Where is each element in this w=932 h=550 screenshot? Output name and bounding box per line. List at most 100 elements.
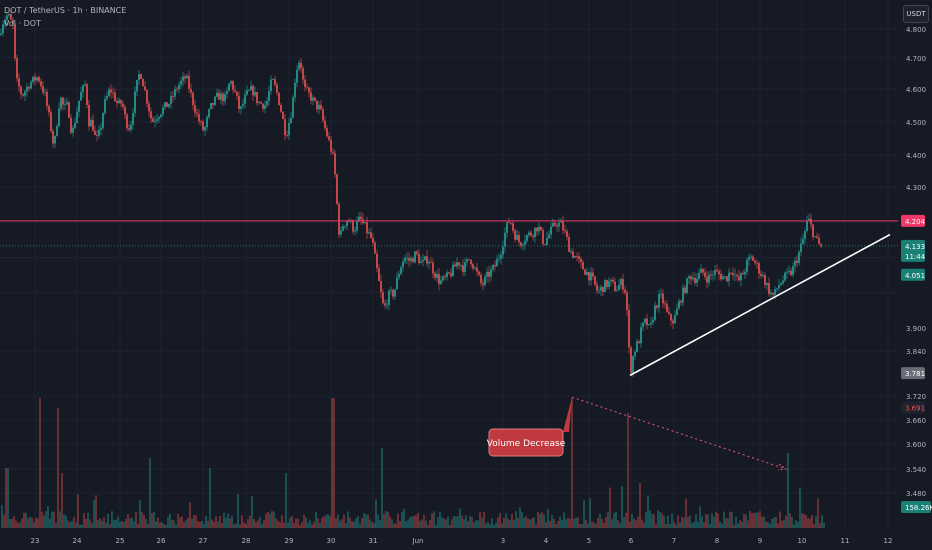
candle-body [508, 222, 510, 224]
candle-body [110, 89, 112, 93]
volume-bar [575, 517, 577, 528]
candle-body [570, 251, 572, 253]
candle-body [600, 286, 602, 291]
volume-bar [437, 517, 439, 528]
candle-body [480, 274, 482, 283]
volume-bar [5, 468, 7, 528]
candle-body [108, 89, 110, 97]
volume-bar [153, 511, 155, 528]
volume-bar [791, 516, 793, 528]
candle-body [536, 227, 538, 232]
volume-bar [9, 519, 11, 528]
volume-bar [187, 517, 189, 528]
price-tag-countdown: 11:44 [905, 253, 926, 261]
candle-body [556, 225, 558, 227]
volume-bar [807, 518, 809, 528]
candle-body [636, 341, 638, 353]
volume-bar [197, 521, 199, 528]
volume-bar [169, 513, 171, 528]
volume-bar [587, 523, 589, 528]
volume-bar [303, 514, 305, 528]
price-axis[interactable]: 4.800 4.700 4.600 4.500 4.400 4.300 3.900 3.840… [906, 26, 926, 498]
candle-body [398, 274, 400, 278]
time-axis[interactable]: 23 24 25 26 27 28 29 30 31 Jun 3 4 5 6 7 8 9 10 11 12 [31, 537, 893, 545]
candle-body [268, 91, 270, 101]
volume-bar [531, 518, 533, 528]
volume-bar [525, 516, 527, 528]
volume-bar [605, 516, 607, 528]
volume-bar [509, 519, 511, 528]
candle-body [420, 261, 422, 264]
candle-body [134, 91, 136, 114]
volume-bar [315, 511, 317, 528]
volume-bar [95, 495, 97, 528]
candle-body [150, 111, 152, 119]
candle-body [352, 220, 354, 232]
candle-body [76, 111, 78, 123]
candle-body [122, 103, 124, 107]
candle-body [222, 93, 224, 102]
candle-body [672, 320, 674, 324]
candle-body [30, 81, 32, 89]
volume-bar [191, 518, 193, 528]
candle-body [130, 124, 132, 130]
candle-body [196, 112, 198, 115]
volume-bar [353, 521, 355, 528]
volume-bar [135, 511, 137, 528]
candle-body [396, 277, 398, 290]
currency-button[interactable]: USDT [903, 5, 929, 23]
candle-body [548, 234, 550, 239]
candle-body [114, 92, 116, 102]
candle-body [286, 135, 288, 136]
volume-bar [283, 522, 285, 528]
volume-bar [665, 524, 667, 528]
candle-body [172, 95, 174, 97]
volume-decrease-callout[interactable]: Volume Decrease [487, 397, 572, 457]
volume-bar [179, 517, 181, 528]
candle-body [604, 280, 606, 293]
volume-bar [589, 498, 591, 528]
candle-body [384, 303, 386, 306]
volume-bar [637, 516, 639, 528]
candle-body [768, 283, 770, 295]
volume-bar [103, 517, 105, 528]
volume-bar [787, 453, 789, 528]
candle-body [432, 262, 434, 274]
candle-body [648, 324, 650, 326]
support-trendline[interactable] [629, 233, 891, 377]
volume-bar [171, 519, 173, 528]
candle-body [670, 313, 672, 321]
candle-body [512, 223, 514, 231]
volume-bar [771, 518, 773, 528]
volume-bar [407, 519, 409, 528]
candle-body [266, 100, 268, 106]
candle-body [340, 230, 342, 235]
volume-bar [453, 516, 455, 528]
candle-body [722, 276, 724, 280]
candle-body [780, 283, 782, 286]
volume-bar [747, 520, 749, 528]
volume-bar [491, 518, 493, 528]
volume-bar [711, 513, 713, 528]
candle-body [88, 104, 90, 127]
candle-body [356, 221, 358, 231]
volume-bar [275, 518, 277, 528]
volume-bar [91, 523, 93, 528]
volume-bar [675, 524, 677, 528]
volume-bar [649, 510, 651, 528]
candle-body [800, 243, 802, 252]
volume-bar [57, 408, 59, 528]
candle-body [770, 292, 772, 295]
x-tick-label: 7 [672, 537, 676, 545]
volume-bar [317, 518, 319, 528]
price-tag-label: 3.781 [905, 370, 925, 378]
candle-body [328, 136, 330, 140]
candle-body [580, 259, 582, 263]
candle-body [518, 234, 520, 243]
volume-bar [413, 516, 415, 528]
candle-body [734, 274, 736, 276]
candle-body [666, 304, 668, 312]
candle-body [210, 102, 212, 109]
volume-bar [719, 521, 721, 528]
